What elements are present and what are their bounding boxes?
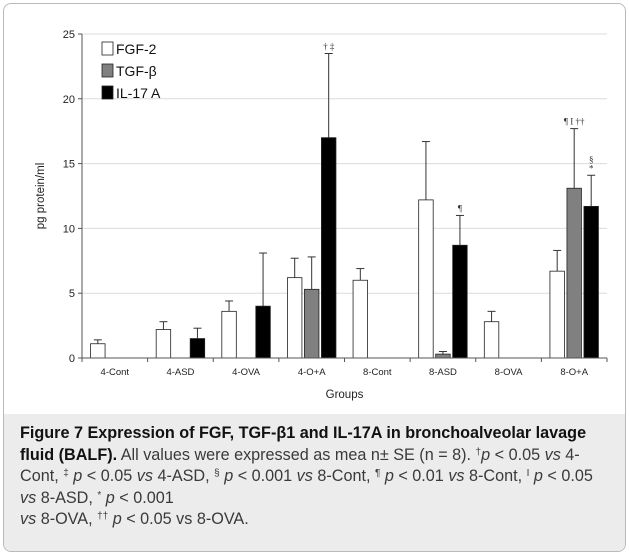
y-axis-ticks: 0 5 10 15 20 25 xyxy=(63,29,82,365)
legend-label: TGF-β xyxy=(116,63,157,79)
bar xyxy=(304,288,320,359)
x-tick-label: 8-ASD xyxy=(429,367,457,378)
x-tick-label: 4-O+A xyxy=(298,367,326,378)
group-ref: 8-Cont, xyxy=(317,467,371,486)
vs-word: vs xyxy=(20,488,37,507)
bars xyxy=(90,137,599,359)
p-threshold: < 0.05 xyxy=(126,510,172,529)
bar xyxy=(549,270,565,359)
p-threshold: < 0.05 xyxy=(86,467,133,486)
bar xyxy=(435,353,451,359)
legend: FGF-2 TGF-β IL-17 A xyxy=(101,41,161,101)
error-bars xyxy=(93,52,596,355)
p-var: p xyxy=(533,467,543,486)
y-axis-label: pg protein/ml xyxy=(35,163,47,229)
y-tick-label: 10 xyxy=(63,223,75,235)
p-var: p xyxy=(73,467,83,486)
y-tick-label: 25 xyxy=(63,29,75,41)
y-tick-label: 0 xyxy=(69,353,75,365)
y-tick-label: 20 xyxy=(63,94,75,106)
significance-mark: ¶ I †† xyxy=(564,117,585,127)
vs-word: vs xyxy=(20,510,37,529)
bar xyxy=(566,187,582,359)
legend-swatch xyxy=(101,85,114,100)
significance-annotations: † ‡ ¶ ¶ I †† §* xyxy=(323,41,594,213)
bar xyxy=(221,310,237,359)
legend-swatch xyxy=(101,41,114,56)
vs-word: vs xyxy=(296,467,313,486)
section-symbol: § xyxy=(214,468,220,480)
bar xyxy=(418,199,434,359)
x-tick-label: 4-ASD xyxy=(166,367,194,378)
bar xyxy=(90,343,106,359)
group-ref: vs 8-OVA. xyxy=(176,510,249,529)
figure-frame: 0 5 10 15 20 25 4-Cont 4-ASD 4-OVA 4-O+A 8-Cont 8-… xyxy=(3,3,626,552)
bar-chart: 0 5 10 15 20 25 4-Cont 4-ASD 4-OVA 4-O+A 8-Cont 8-… xyxy=(35,29,608,401)
bar xyxy=(583,205,599,359)
star-symbol: * xyxy=(97,489,102,501)
x-tick-label: 8-Cont xyxy=(363,367,392,378)
y-tick-label: 15 xyxy=(63,159,75,171)
group-ref: 8-Cont, xyxy=(469,467,523,486)
figure-title: Expression of FGF, TGF-β1 and IL-17A in … xyxy=(20,424,587,464)
caption-panel: Figure 7 Expression of FGF, TGF-β1 and I… xyxy=(4,414,625,551)
x-tick-label: 8-O+A xyxy=(560,367,588,378)
vs-word: vs xyxy=(448,467,465,486)
bar xyxy=(321,137,337,359)
group-ref: 4-Cont, xyxy=(20,445,580,486)
bar xyxy=(155,329,172,359)
x-tick-label: 8-OVA xyxy=(495,367,523,378)
p-threshold: < 0.05 xyxy=(547,467,593,486)
p-var: p xyxy=(481,445,491,464)
x-tick-label: 4-Cont xyxy=(101,367,130,378)
p-threshold: < 0.01 xyxy=(398,467,444,486)
double-dagger-symbol: ‡ xyxy=(63,468,69,480)
x-axis-categories: 4-Cont 4-ASD 4-OVA 4-O+A 8-Cont 8-ASD 8-OVA 8-O… xyxy=(81,358,608,378)
legend-label: FGF-2 xyxy=(116,41,157,57)
p-var: p xyxy=(224,467,234,486)
dagger-symbol: † xyxy=(475,446,482,458)
bar xyxy=(352,279,368,359)
vs-word: vs xyxy=(544,445,561,464)
p-var: p xyxy=(105,488,115,507)
figure-label: Figure 7 xyxy=(20,424,83,442)
vs-word: vs xyxy=(136,467,153,486)
bar xyxy=(483,321,500,359)
bar xyxy=(452,244,468,359)
gridlines xyxy=(82,33,607,294)
x-tick-label: 4-OVA xyxy=(232,367,260,378)
legend-swatch xyxy=(101,63,114,78)
group-ref: 8-OVA, xyxy=(40,510,93,529)
group-ref: 4-ASD, xyxy=(157,467,210,486)
significance-mark: * xyxy=(589,163,594,173)
bar xyxy=(189,338,206,359)
legend-label: IL-17 A xyxy=(116,85,161,101)
significance-mark: § xyxy=(589,154,594,164)
p-threshold: < 0.001 xyxy=(237,467,293,486)
pilcrow-symbol: ¶ xyxy=(374,468,381,480)
x-axis-label: Groups xyxy=(326,389,364,401)
p-threshold: < 0.001 xyxy=(119,488,174,507)
double-dagger-pair-symbol: †† xyxy=(97,511,109,523)
figure-caption: Figure 7 Expression of FGF, TGF-β1 and I… xyxy=(20,423,612,531)
caption-body: All values were expressed as mea n± SE (… xyxy=(120,445,472,464)
significance-mark: † ‡ xyxy=(323,41,335,51)
bar xyxy=(287,277,303,359)
p-threshold: < 0.05 xyxy=(494,445,541,464)
i-symbol: I xyxy=(526,468,530,480)
p-var: p xyxy=(384,467,394,486)
bar xyxy=(255,305,271,359)
significance-mark: ¶ xyxy=(458,203,462,213)
p-var: p xyxy=(112,510,122,529)
group-ref: 8-ASD, xyxy=(40,488,93,507)
y-tick-label: 5 xyxy=(69,288,75,300)
